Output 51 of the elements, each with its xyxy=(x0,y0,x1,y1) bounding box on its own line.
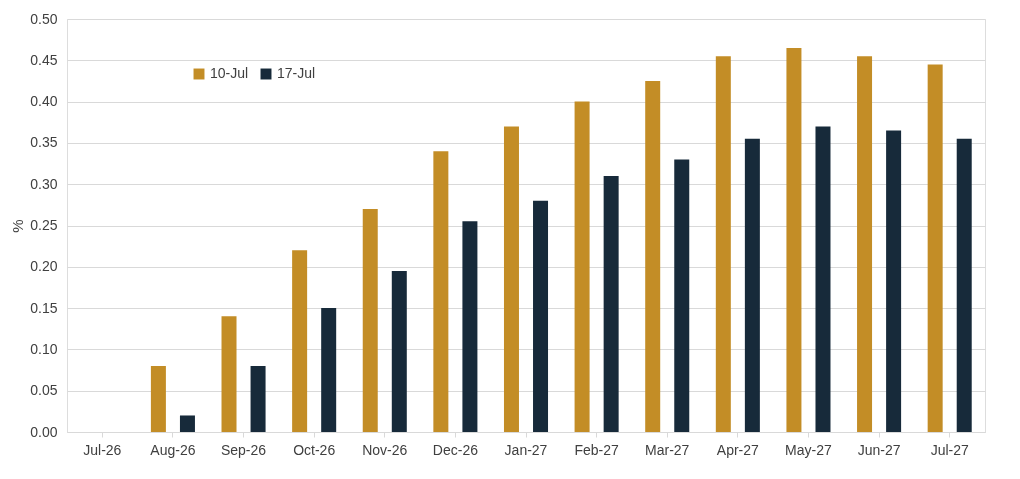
y-tick-label: 0.25 xyxy=(30,217,58,233)
y-tick-label: 0.10 xyxy=(30,340,58,357)
x-tick-label: Aug-26 xyxy=(150,441,196,458)
y-tick-label: 0.50 xyxy=(30,10,58,27)
x-tick-label: May-27 xyxy=(785,441,833,458)
bar xyxy=(533,200,549,432)
bar xyxy=(815,126,831,432)
x-tick-label: Mar-27 xyxy=(645,441,690,458)
bar xyxy=(179,415,195,432)
y-tick-label: 0.40 xyxy=(30,93,58,110)
bar xyxy=(462,221,478,432)
bar xyxy=(321,308,337,432)
bar xyxy=(715,56,731,432)
y-tick-label: 0.05 xyxy=(30,382,58,399)
bar xyxy=(221,316,237,432)
x-tick-label: Sep-26 xyxy=(220,441,267,458)
bar xyxy=(674,159,690,432)
bar xyxy=(956,138,972,432)
x-tick-label: Jun-27 xyxy=(857,441,901,458)
bar xyxy=(603,175,619,432)
bar xyxy=(645,80,661,432)
bar xyxy=(250,365,266,432)
bar xyxy=(503,126,519,432)
y-tick-label: 0.35 xyxy=(30,134,58,151)
bar xyxy=(886,130,902,432)
y-tick-label: 0.00 xyxy=(30,423,58,440)
bar xyxy=(391,270,407,432)
legend-label: 10-Jul xyxy=(210,65,249,81)
bar xyxy=(744,138,760,432)
bar xyxy=(574,101,590,432)
x-tick-label: Apr-27 xyxy=(716,441,760,458)
bar xyxy=(292,250,308,432)
legend-label: 17-Jul xyxy=(277,65,316,81)
x-tick-label: Jan-27 xyxy=(504,441,548,458)
x-tick-label: Jul-26 xyxy=(83,441,122,458)
y-tick-label: 0.20 xyxy=(30,258,58,275)
bar xyxy=(362,208,378,432)
bar xyxy=(150,365,166,432)
bar xyxy=(433,151,449,432)
bar xyxy=(857,56,873,432)
y-tick-label: 0.45 xyxy=(30,51,58,68)
x-tick-label: Nov-26 xyxy=(362,441,408,458)
y-axis-title: % xyxy=(9,219,27,233)
bar xyxy=(786,47,802,432)
x-tick-label: Oct-26 xyxy=(293,441,336,458)
y-tick-label: 0.30 xyxy=(30,175,58,192)
bar xyxy=(927,64,943,432)
y-tick-label: 0.15 xyxy=(30,299,58,316)
x-tick-label: Jul-27 xyxy=(930,441,969,458)
x-tick-label: Dec-26 xyxy=(432,441,479,458)
x-tick-label: Feb-27 xyxy=(574,441,620,458)
